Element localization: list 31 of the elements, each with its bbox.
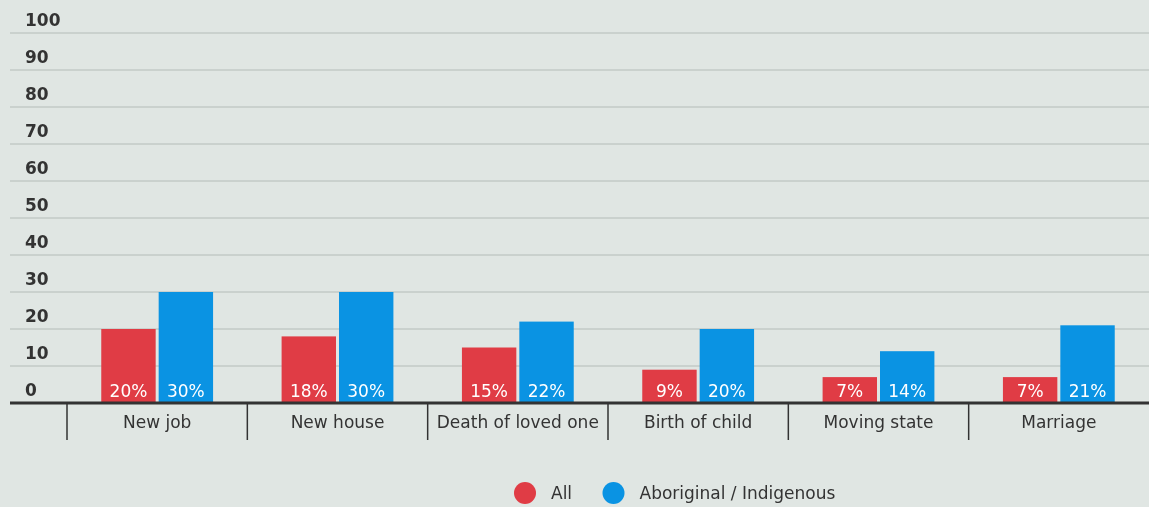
data-label: 18% [289, 381, 328, 401]
data-label: 30% [166, 381, 205, 401]
y-tick-label: 30 [25, 269, 49, 289]
legend-label: All [551, 483, 573, 503]
y-tick-label: 70 [25, 121, 49, 141]
x-tick-label: New house [290, 412, 385, 432]
y-tick-label: 60 [25, 158, 49, 178]
x-tick-label: Death of loved one [436, 412, 599, 432]
y-tick-label: 90 [25, 47, 49, 67]
data-label: 22% [527, 381, 566, 401]
data-label: 7% [836, 381, 864, 401]
y-tick-label: 50 [25, 195, 49, 215]
y-tick-label: 20 [25, 306, 49, 326]
x-tick-label: Marriage [1021, 412, 1097, 432]
data-label: 7% [1016, 381, 1044, 401]
y-tick-label: 10 [25, 343, 49, 363]
data-label: 9% [655, 381, 683, 401]
x-tick-label: Moving state [823, 412, 934, 432]
legend-label: Aboriginal / Indigenous [639, 483, 836, 503]
data-label: 15% [470, 381, 509, 401]
y-tick-label: 100 [25, 10, 61, 30]
x-tick-label: New job [122, 412, 192, 432]
data-label: 20% [707, 381, 746, 401]
data-label: 21% [1068, 381, 1107, 401]
y-tick-label: 0 [25, 380, 37, 400]
y-tick-label: 40 [25, 232, 49, 252]
y-tick-label: 80 [25, 84, 49, 104]
data-label: 14% [888, 381, 927, 401]
data-label: 30% [347, 381, 386, 401]
x-tick-label: Birth of child [643, 412, 753, 432]
data-label: 20% [109, 381, 148, 401]
